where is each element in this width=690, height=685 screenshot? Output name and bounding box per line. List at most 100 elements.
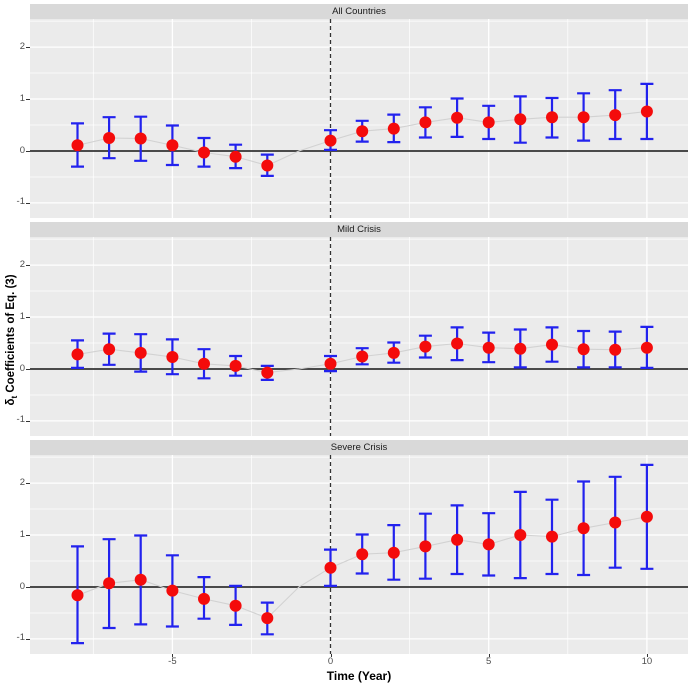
coefficient-point bbox=[166, 351, 179, 363]
coefficient-point bbox=[261, 612, 274, 625]
y-tick-label: 1 bbox=[19, 310, 25, 322]
x-tick-label: 0 bbox=[327, 656, 334, 667]
panel-severe-crisis bbox=[30, 455, 688, 654]
coefficient-point bbox=[134, 573, 147, 586]
coefficient-point bbox=[71, 139, 84, 152]
y-axis-tick bbox=[26, 99, 30, 100]
y-tick-label: 0 bbox=[19, 362, 25, 374]
y-tick-label: 1 bbox=[19, 528, 25, 540]
coefficient-point bbox=[640, 341, 653, 354]
coefficient-point bbox=[640, 510, 653, 523]
x-axis-tick bbox=[488, 654, 490, 657]
y-axis-tick bbox=[26, 483, 30, 485]
coefficient-point bbox=[451, 111, 464, 124]
coefficient-point bbox=[387, 346, 400, 359]
coefficient-point bbox=[356, 548, 369, 561]
coefficient-point bbox=[482, 116, 495, 129]
y-axis-tick bbox=[26, 47, 30, 49]
y-tick-label: -1 bbox=[16, 414, 25, 426]
coefficient-point bbox=[229, 359, 242, 372]
coefficient-point bbox=[229, 150, 242, 163]
coefficient-point bbox=[71, 589, 84, 602]
coefficient-point bbox=[451, 533, 464, 546]
coefficient-point bbox=[546, 530, 558, 543]
x-tick-label: -5 bbox=[168, 656, 177, 667]
coefficient-point bbox=[514, 342, 527, 355]
coefficient-point bbox=[71, 348, 84, 361]
coefficient-point bbox=[166, 584, 179, 597]
coefficient-point bbox=[451, 337, 464, 350]
coefficient-point bbox=[324, 561, 337, 574]
y-axis-tick bbox=[26, 535, 30, 536]
coefficient-point bbox=[419, 540, 432, 553]
coefficient-point bbox=[103, 132, 116, 144]
panel-plot-svg bbox=[30, 19, 688, 218]
y-axis-tick bbox=[26, 369, 30, 370]
panel-plot-svg bbox=[30, 237, 688, 436]
x-axis-tick bbox=[646, 654, 648, 657]
y-tick-label: 2 bbox=[19, 476, 25, 488]
coefficient-point bbox=[577, 343, 590, 356]
panel-plot-svg bbox=[30, 455, 688, 654]
y-axis-tick bbox=[26, 638, 30, 640]
coefficient-point bbox=[514, 113, 527, 126]
panel-all-countries bbox=[30, 19, 688, 218]
coefficient-point bbox=[419, 340, 432, 353]
coefficient-point bbox=[482, 341, 495, 354]
x-axis-tick bbox=[330, 654, 332, 657]
coefficient-point bbox=[261, 159, 274, 172]
y-axis-tick bbox=[26, 151, 30, 152]
y-tick-label: 1 bbox=[19, 92, 25, 104]
coefficient-point bbox=[103, 577, 116, 590]
coefficient-point bbox=[640, 105, 653, 118]
facet-strip-mild-crisis: Mild Crisis bbox=[30, 222, 688, 237]
facet-strip-severe-crisis: Severe Crisis bbox=[30, 440, 688, 455]
coefficient-point bbox=[134, 132, 147, 145]
coefficient-point bbox=[198, 357, 210, 370]
y-axis-tick bbox=[26, 420, 30, 422]
x-tick-label: 5 bbox=[486, 656, 492, 667]
coefficient-point bbox=[134, 346, 147, 359]
facet-title: Mild Crisis bbox=[337, 224, 381, 235]
coefficient-point bbox=[324, 134, 337, 147]
coefficient-point bbox=[103, 343, 116, 356]
coefficient-point bbox=[229, 599, 242, 612]
y-tick-label: 2 bbox=[19, 40, 25, 52]
y-tick-label: -1 bbox=[16, 632, 25, 644]
coefficient-point bbox=[387, 546, 400, 559]
facet-title: All Countries bbox=[332, 6, 386, 17]
y-axis-tick bbox=[26, 265, 30, 267]
y-axis-tick bbox=[26, 587, 30, 588]
coefficient-point bbox=[482, 538, 495, 551]
coefficient-point bbox=[546, 111, 558, 124]
coefficient-point bbox=[577, 111, 590, 124]
y-tick-label: 0 bbox=[19, 144, 25, 156]
coefficient-point bbox=[609, 109, 622, 122]
x-axis-title: Time (Year) bbox=[326, 669, 392, 683]
coefficient-point bbox=[577, 522, 590, 535]
coefficient-point bbox=[261, 366, 274, 379]
coefficient-point bbox=[609, 516, 622, 529]
x-tick-label: 10 bbox=[641, 656, 653, 667]
coefficient-point bbox=[546, 338, 558, 351]
coefficient-point bbox=[356, 125, 369, 138]
y-tick-label: 0 bbox=[19, 580, 25, 592]
coefficient-point bbox=[166, 139, 179, 152]
coefficient-point bbox=[419, 116, 432, 129]
coefficient-point bbox=[198, 146, 210, 159]
facet-strip-all-countries: All Countries bbox=[30, 4, 688, 19]
y-axis-title: δt Coefficients of Eq. (3) bbox=[4, 274, 20, 406]
coefficient-point bbox=[356, 350, 369, 363]
y-axis-tick bbox=[26, 202, 30, 204]
coefficient-point bbox=[198, 592, 210, 605]
facet-title: Severe Crisis bbox=[330, 442, 388, 453]
y-tick-label: -1 bbox=[16, 196, 25, 208]
x-axis-tick bbox=[172, 654, 174, 657]
coefficient-point bbox=[609, 343, 622, 356]
panel-mild-crisis bbox=[30, 237, 688, 436]
y-axis-tick bbox=[26, 317, 30, 318]
coefficient-point bbox=[324, 357, 337, 370]
coefficient-point bbox=[387, 122, 400, 135]
y-tick-label: 2 bbox=[19, 258, 25, 270]
